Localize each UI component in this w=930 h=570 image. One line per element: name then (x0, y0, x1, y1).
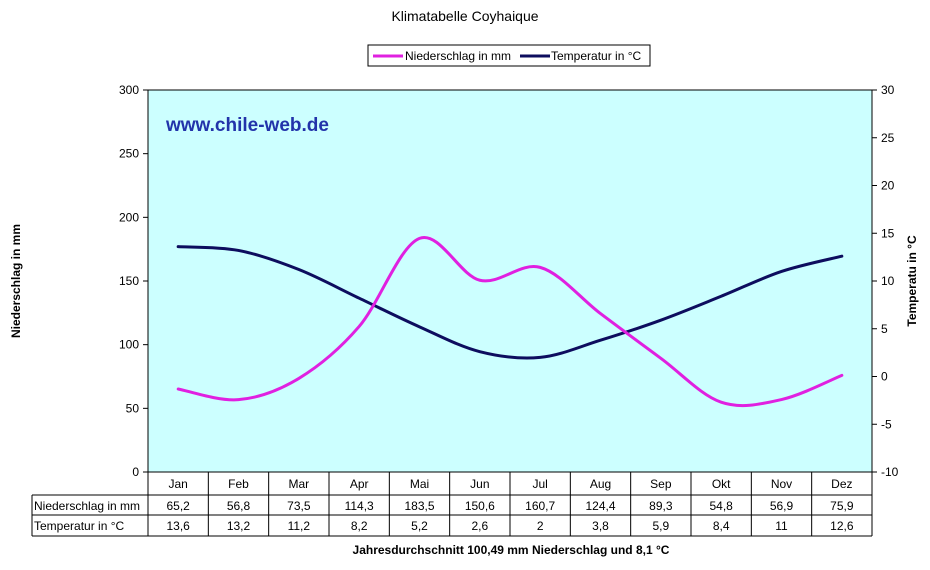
y-right-tick-label: 25 (881, 131, 895, 145)
table-cell-precipitation: 150,6 (465, 499, 495, 513)
footer-summary: Jahresdurchschnitt 100,49 mm Niederschla… (353, 543, 670, 557)
legend: Niederschlag in mm Temperatur in °C (367, 44, 651, 67)
plot-area (147, 89, 873, 473)
x-tick-label: Jul (532, 477, 547, 491)
table-cell-temperature: 2,6 (471, 519, 488, 533)
x-tick-label: Apr (350, 477, 369, 491)
table-cell-temperature: 5,9 (652, 519, 669, 533)
table-cell-temperature: 12,6 (830, 519, 854, 533)
y-left-tick-label: 250 (119, 147, 139, 161)
y-left-tick-label: 150 (119, 274, 139, 288)
x-tick-label: Jun (470, 477, 489, 491)
table-cell-temperature: 2 (537, 519, 544, 533)
table-cell-precipitation: 56,9 (770, 499, 794, 513)
x-tick-label: Dez (831, 477, 852, 491)
y-axis-title-left: Niederschlag in mm (9, 224, 23, 338)
y-left-tick-label: 300 (119, 83, 139, 97)
x-tick-label: Jan (168, 477, 187, 491)
x-tick-label: Mai (410, 477, 429, 491)
y-right-tick-label: 20 (881, 179, 895, 193)
x-tick-label: Feb (228, 477, 249, 491)
table-cell-temperature: 13,2 (227, 519, 251, 533)
x-tick-label: Mar (288, 477, 309, 491)
table-cell-temperature: 8,4 (713, 519, 730, 533)
y-right-tick-label: 30 (881, 83, 895, 97)
series-lines (176, 236, 844, 408)
y-right-tick-label: 15 (881, 226, 895, 240)
table-cell-precipitation: 75,9 (830, 499, 854, 513)
y-right-tick-label: -5 (881, 417, 892, 431)
table-cell-temperature: 13,6 (166, 519, 190, 533)
y-right-tick-label: 5 (881, 322, 888, 336)
table-cell-temperature: 3,8 (592, 519, 609, 533)
x-tick-label: Sep (650, 477, 672, 491)
y-axis-right: -10 -5 0 5 10 15 20 25 30 (872, 83, 899, 479)
y-left-tick-label: 200 (119, 210, 139, 224)
table-row-header: Niederschlag in mm (34, 499, 140, 513)
table-cell-precipitation: 73,5 (287, 499, 311, 513)
table-cell-precipitation: 124,4 (585, 499, 615, 513)
y-left-tick-label: 0 (132, 465, 139, 479)
table-cell-temperature: 11,2 (288, 519, 311, 533)
y-right-tick-label: -10 (881, 465, 899, 479)
table-cell-precipitation: 114,3 (345, 499, 374, 513)
table-cell-precipitation: 89,3 (649, 499, 673, 513)
table-cell-temperature: 11 (775, 519, 788, 533)
table-cell-precipitation: 183,5 (404, 499, 434, 513)
data-table: Jan Feb Mar Apr Mai Jun Jul Aug Sep Okt Nov Dez Nied… (31, 471, 873, 537)
y-axis-title-right: Temperatu in °C (905, 235, 919, 327)
table-cell-precipitation: 54,8 (709, 499, 733, 513)
y-right-tick-label: 0 (881, 370, 888, 384)
table-row-header: Temperatur in °C (34, 519, 124, 533)
watermark-text: www.chile-web.de (165, 115, 329, 136)
x-tick-label: Nov (771, 477, 792, 491)
table-cell-temperature: 8,2 (351, 519, 368, 533)
table-cell-precipitation: 160,7 (525, 499, 555, 513)
x-tick-label: Aug (590, 477, 611, 491)
table-cell-precipitation: 65,2 (166, 499, 190, 513)
y-left-tick-label: 50 (126, 401, 140, 415)
legend-label-temperature: Temperatur in °C (551, 49, 641, 63)
y-left-tick-label: 100 (119, 338, 139, 352)
legend-label-precipitation: Niederschlag in mm (405, 49, 511, 63)
x-tick-label: Okt (712, 477, 731, 491)
table-cell-temperature: 5,2 (411, 519, 428, 533)
legend-box (367, 44, 651, 67)
y-axis-left: 0 50 100 150 200 250 300 (119, 83, 148, 479)
table-cell-precipitation: 56,8 (227, 499, 251, 513)
y-right-tick-label: 10 (881, 274, 895, 288)
chart-title: Klimatabelle Coyhaique (391, 8, 538, 24)
